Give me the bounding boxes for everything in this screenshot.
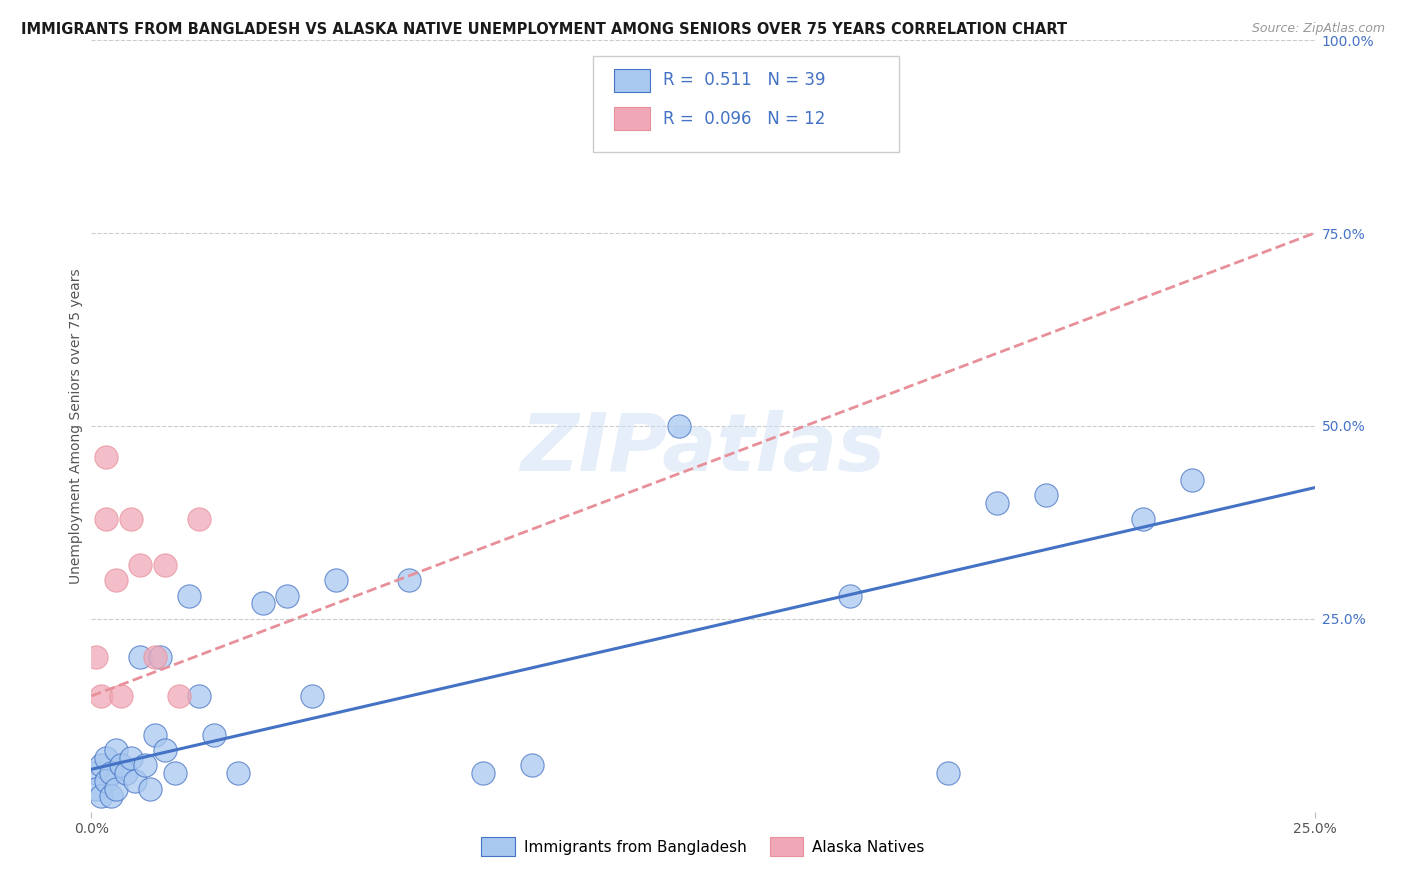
Point	[139, 781, 162, 796]
Point	[252, 596, 274, 610]
Text: ZIPatlas: ZIPatlas	[520, 410, 886, 488]
Point	[143, 728, 166, 742]
Point	[100, 789, 122, 804]
Point	[110, 689, 132, 703]
Point	[276, 589, 298, 603]
Point	[120, 750, 142, 764]
Point	[1181, 473, 1204, 487]
Point	[129, 558, 152, 572]
Point	[134, 758, 156, 772]
Point	[936, 766, 959, 780]
Text: R =  0.096   N = 12: R = 0.096 N = 12	[662, 110, 825, 128]
Point	[94, 511, 117, 525]
Point	[120, 511, 142, 525]
Text: IMMIGRANTS FROM BANGLADESH VS ALASKA NATIVE UNEMPLOYMENT AMONG SENIORS OVER 75 Y: IMMIGRANTS FROM BANGLADESH VS ALASKA NAT…	[21, 22, 1067, 37]
Point	[520, 758, 543, 772]
Point	[471, 766, 494, 780]
Point	[153, 558, 176, 572]
Point	[1132, 511, 1154, 525]
Point	[90, 689, 112, 703]
Point	[94, 450, 117, 464]
Point	[986, 496, 1008, 510]
Point	[84, 766, 107, 780]
Point	[104, 743, 127, 757]
Point	[94, 773, 117, 788]
Point	[188, 689, 211, 703]
Point	[153, 743, 176, 757]
Point	[110, 758, 132, 772]
FancyBboxPatch shape	[593, 55, 898, 152]
Point	[169, 689, 191, 703]
Text: Source: ZipAtlas.com: Source: ZipAtlas.com	[1251, 22, 1385, 36]
Legend: Immigrants from Bangladesh, Alaska Natives: Immigrants from Bangladesh, Alaska Nativ…	[475, 831, 931, 862]
Point	[226, 766, 249, 780]
Point	[94, 750, 117, 764]
Point	[143, 650, 166, 665]
Y-axis label: Unemployment Among Seniors over 75 years: Unemployment Among Seniors over 75 years	[69, 268, 83, 583]
Point	[90, 789, 112, 804]
Point	[188, 511, 211, 525]
Point	[398, 573, 420, 587]
Point	[129, 650, 152, 665]
Point	[104, 781, 127, 796]
Point	[1035, 488, 1057, 502]
Point	[325, 573, 347, 587]
Point	[202, 728, 225, 742]
Point	[149, 650, 172, 665]
Point	[179, 589, 201, 603]
Point	[124, 773, 146, 788]
FancyBboxPatch shape	[613, 107, 651, 130]
Point	[838, 589, 860, 603]
Point	[84, 781, 107, 796]
Point	[163, 766, 186, 780]
FancyBboxPatch shape	[613, 69, 651, 92]
Point	[301, 689, 323, 703]
Text: R =  0.511   N = 39: R = 0.511 N = 39	[662, 71, 825, 89]
Point	[90, 758, 112, 772]
Point	[84, 650, 107, 665]
Point	[114, 766, 136, 780]
Point	[104, 573, 127, 587]
Point	[668, 418, 690, 433]
Point	[100, 766, 122, 780]
